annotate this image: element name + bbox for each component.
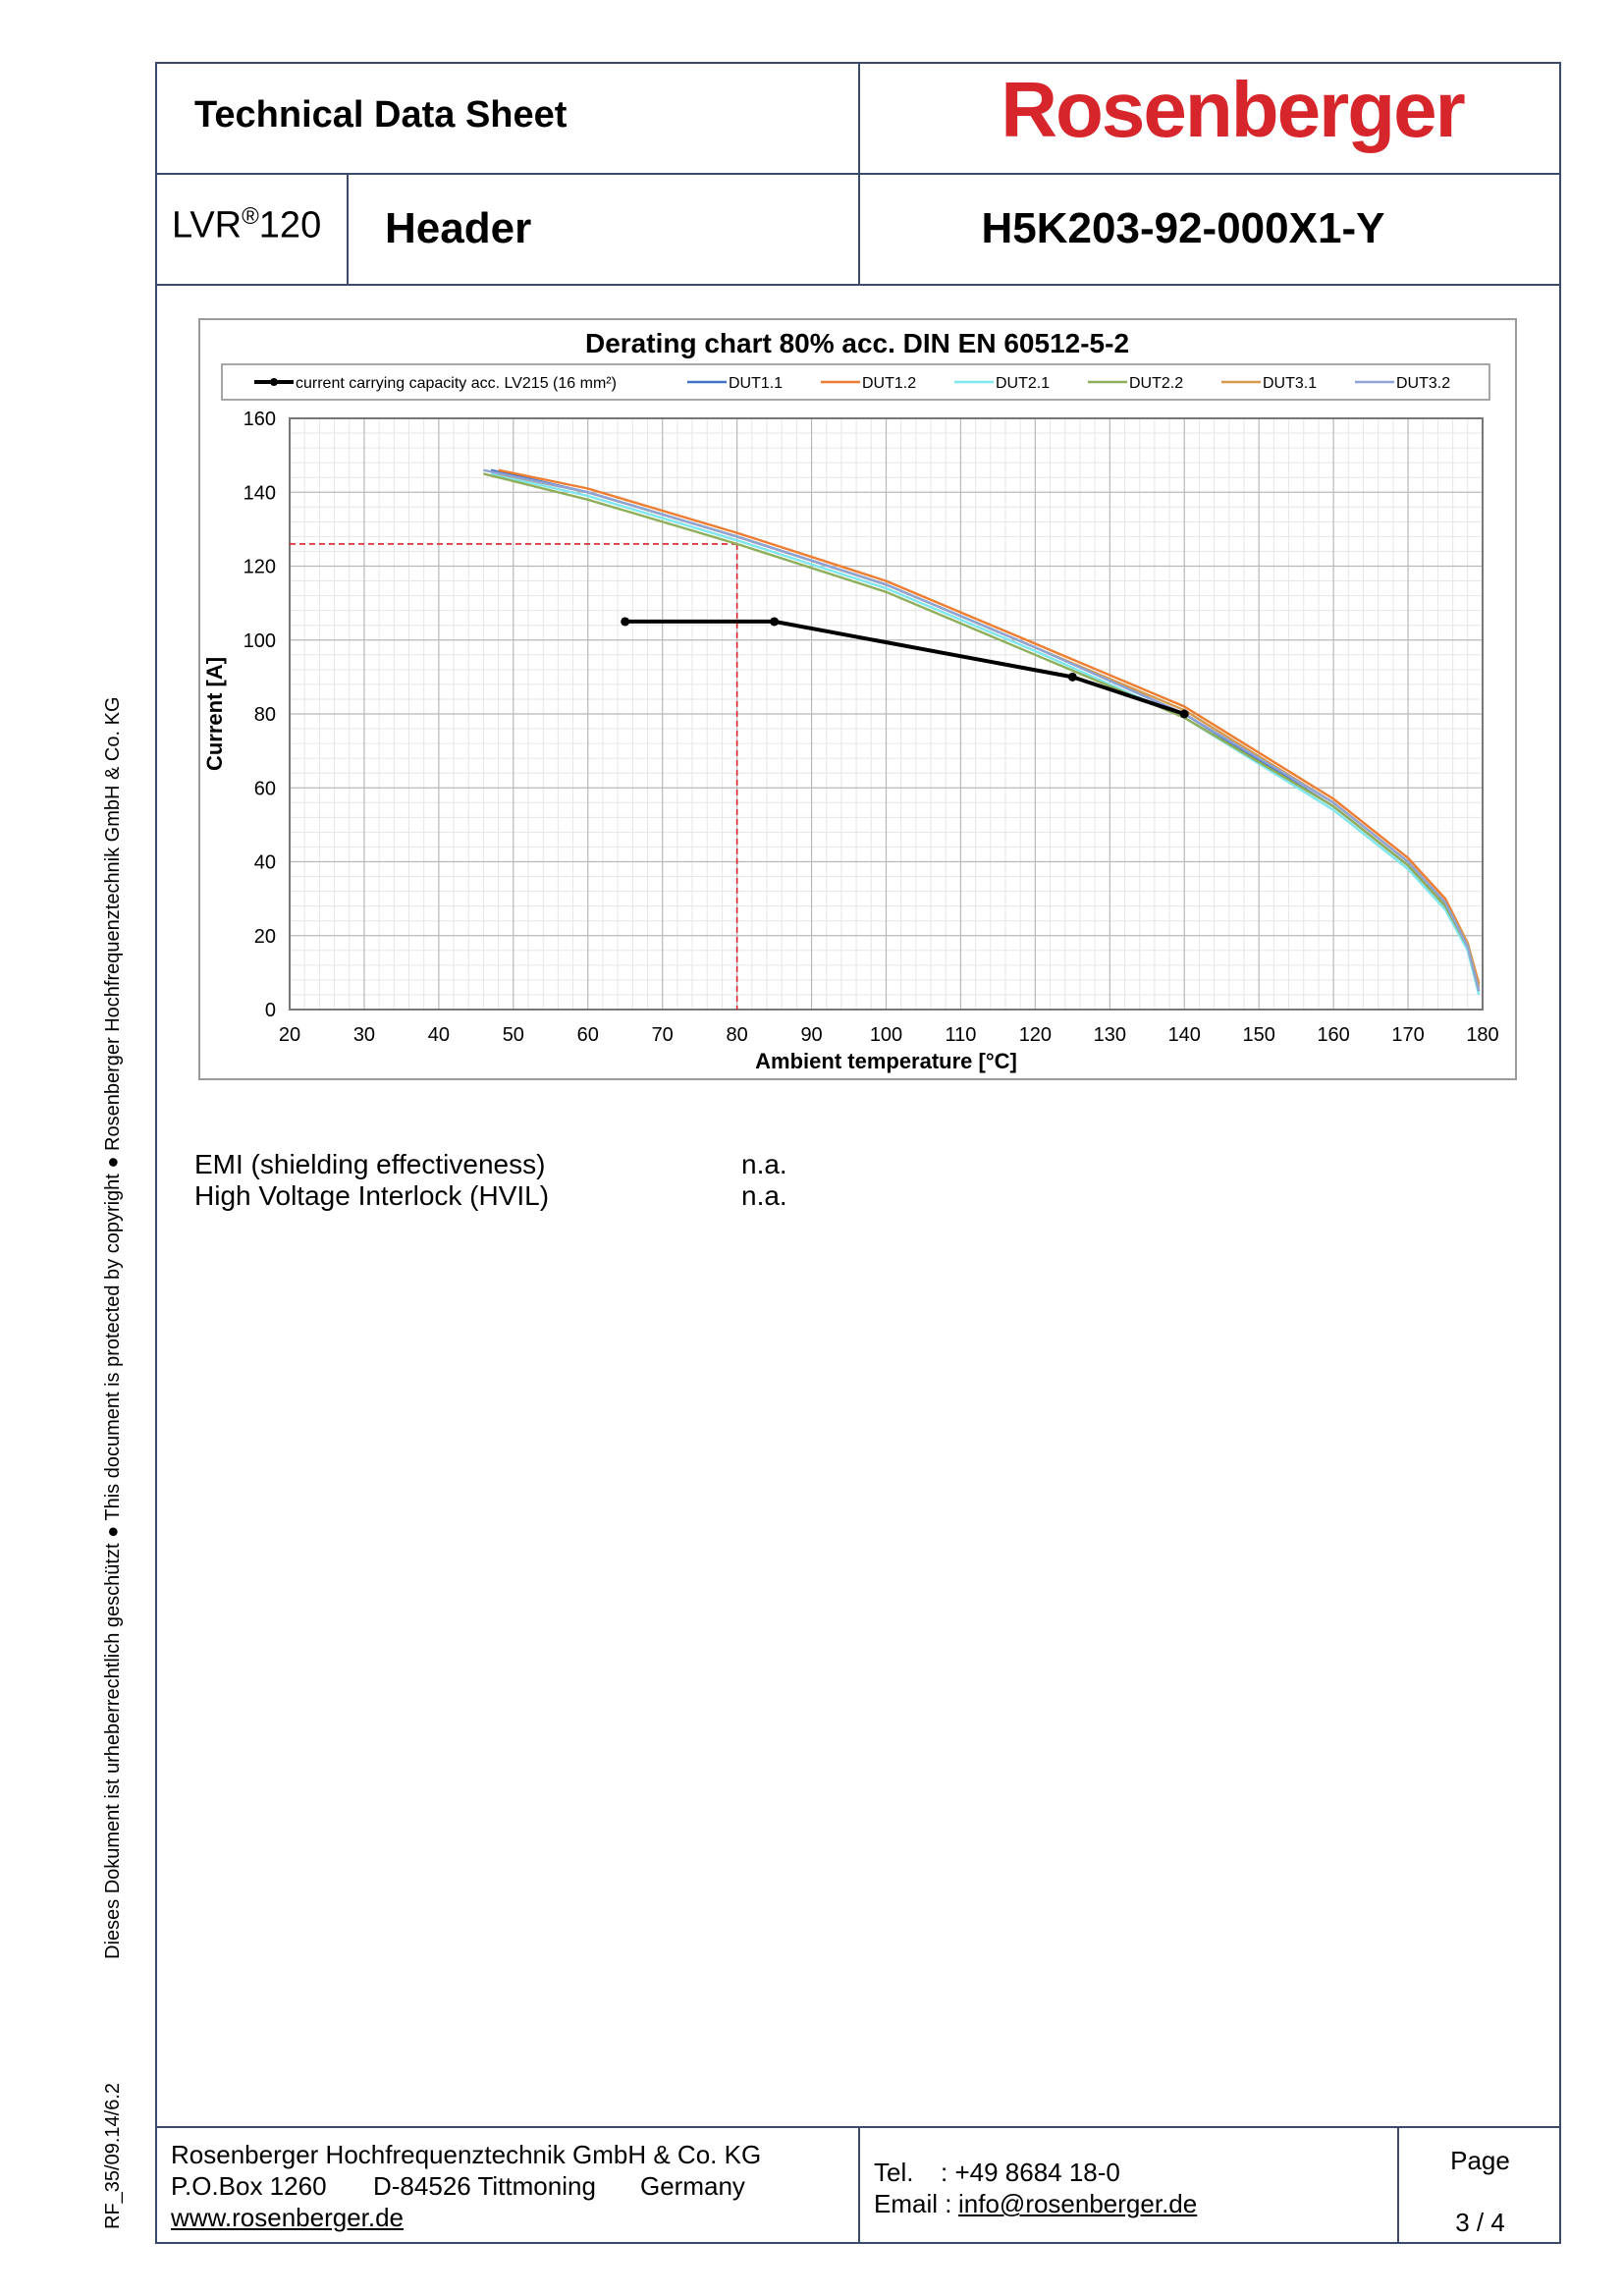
series-point-0 — [770, 617, 780, 627]
document-title: Technical Data Sheet — [194, 94, 568, 136]
brand-logo: Rosenberger — [1001, 66, 1465, 153]
derating-chart-svg: Derating chart 80% acc. DIN EN 60512-5-2… — [202, 328, 1499, 1073]
legend-label-4: DUT2.2 — [1129, 375, 1183, 392]
legend-label-5: DUT3.1 — [1263, 375, 1317, 392]
x-tick-label: 130 — [1094, 1024, 1126, 1046]
spec-value-hvil: n.a. — [741, 1180, 787, 1211]
x-tick-label: 150 — [1243, 1024, 1275, 1046]
x-tick-label: 110 — [945, 1024, 976, 1046]
legend-label-0: current carrying capacity acc. LV215 (16… — [296, 375, 617, 392]
part-number: H5K203-92-000X1-Y — [981, 204, 1385, 252]
product-name: Header — [385, 204, 532, 252]
spec-label-emi: EMI (shielding effectiveness) — [194, 1149, 546, 1179]
footer-website[interactable]: www.rosenberger.de — [171, 2203, 405, 2232]
footer-company: Rosenberger Hochfrequenztechnik GmbH & C… — [171, 2140, 762, 2169]
footer-divider-2 — [1397, 2126, 1399, 2244]
footer-website-link[interactable]: www.rosenberger.de — [171, 2202, 404, 2233]
y-tick-label: 160 — [243, 409, 276, 430]
footer-email[interactable]: info@rosenberger.de — [958, 2189, 1198, 2218]
y-tick-label: 20 — [254, 926, 276, 948]
copyright-notice: Dieses Dokument ist urheberrechtlich ges… — [102, 696, 124, 1960]
series-divider — [347, 173, 349, 286]
footer-email-link[interactable]: info@rosenberger.de — [958, 2188, 1197, 2219]
spec-label-hvil: High Voltage Interlock (HVIL) — [194, 1180, 550, 1211]
x-tick-label: 30 — [353, 1024, 375, 1046]
footer-tel-label: Tel. — [874, 2158, 914, 2187]
footer-country: Germany — [640, 2171, 745, 2201]
x-tick-label: 90 — [800, 1024, 822, 1046]
x-axis-label: Ambient temperature [°C] — [755, 1049, 1017, 1073]
series-suffix: 120 — [258, 204, 322, 246]
footer-tel-value: : +49 8684 18-0 — [941, 2158, 1120, 2187]
x-tick-label: 70 — [652, 1024, 674, 1046]
y-tick-label: 140 — [243, 482, 276, 504]
legend-marker-0 — [270, 378, 278, 386]
series-point-0 — [1067, 672, 1077, 682]
footer-zip-city: D-84526 Tittmoning — [373, 2171, 596, 2201]
page-number: 3 / 4 — [1455, 2208, 1505, 2237]
y-tick-label: 60 — [254, 778, 276, 799]
spec-value-emi: n.a. — [741, 1149, 787, 1179]
y-tick-label: 120 — [243, 557, 276, 578]
series-line-2 — [498, 468, 1481, 985]
chart-title: Derating chart 80% acc. DIN EN 60512-5-2 — [585, 328, 1129, 358]
series-point-0 — [1179, 709, 1189, 719]
x-tick-label: 170 — [1391, 1024, 1424, 1046]
x-tick-label: 60 — [577, 1024, 599, 1046]
series-prefix: LVR — [172, 204, 243, 246]
form-code: RF_35/09.14/6.2 — [102, 2083, 124, 2229]
x-tick-label: 160 — [1317, 1024, 1349, 1046]
x-tick-label: 40 — [428, 1024, 450, 1046]
legend-label-2: DUT1.2 — [862, 375, 916, 392]
y-tick-label: 80 — [254, 704, 276, 726]
series-line-0 — [624, 619, 1185, 716]
header-column-divider — [858, 62, 860, 286]
x-tick-label: 120 — [1019, 1024, 1052, 1046]
legend-label-6: DUT3.2 — [1396, 375, 1450, 392]
derating-chart: Derating chart 80% acc. DIN EN 60512-5-2… — [198, 318, 1517, 1080]
y-tick-label: 0 — [265, 1000, 276, 1021]
y-axis-label: Current [A] — [202, 657, 227, 771]
plot-border — [289, 417, 1484, 1011]
series-point-0 — [621, 617, 630, 627]
legend-label-1: DUT1.1 — [729, 375, 783, 392]
x-tick-label: 100 — [870, 1024, 902, 1046]
footer-email-label: Email : — [874, 2189, 952, 2218]
legend-label-3: DUT2.1 — [996, 375, 1050, 392]
series-name: LVR®120 — [172, 203, 321, 247]
footer-pobox: P.O.Box 1260 — [171, 2171, 327, 2201]
x-tick-label: 50 — [503, 1024, 524, 1046]
page-label: Page — [1450, 2146, 1510, 2175]
registered-mark: ® — [242, 203, 259, 230]
x-tick-label: 140 — [1168, 1024, 1201, 1046]
x-tick-label: 180 — [1466, 1024, 1498, 1046]
y-tick-label: 40 — [254, 852, 276, 874]
x-tick-label: 20 — [279, 1024, 300, 1046]
footer-divider-1 — [858, 2126, 860, 2244]
y-tick-label: 100 — [243, 630, 276, 652]
x-tick-label: 80 — [727, 1024, 748, 1046]
